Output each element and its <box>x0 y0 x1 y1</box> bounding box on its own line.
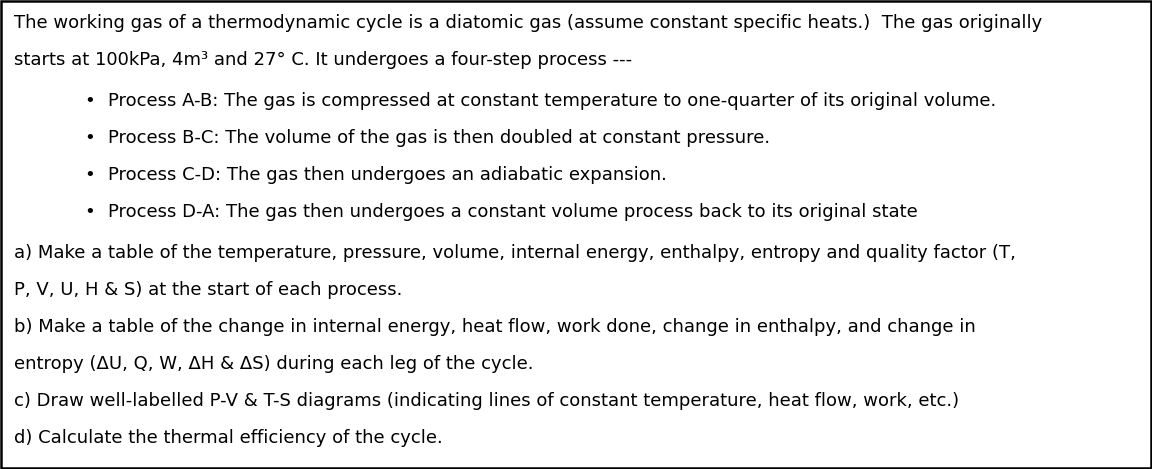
Text: •: • <box>84 129 94 147</box>
Text: b) Make a table of the change in internal energy, heat flow, work done, change i: b) Make a table of the change in interna… <box>14 318 976 336</box>
Text: Process D-A: The gas then undergoes a constant volume process back to its origin: Process D-A: The gas then undergoes a co… <box>108 203 918 221</box>
Text: a) Make a table of the temperature, pressure, volume, internal energy, enthalpy,: a) Make a table of the temperature, pres… <box>14 244 1016 262</box>
Text: •: • <box>84 92 94 110</box>
Text: Process B-C: The volume of the gas is then doubled at constant pressure.: Process B-C: The volume of the gas is th… <box>108 129 771 147</box>
Text: The working gas of a thermodynamic cycle is a diatomic gas (assume constant spec: The working gas of a thermodynamic cycle… <box>14 14 1043 32</box>
Text: Process C-D: The gas then undergoes an adiabatic expansion.: Process C-D: The gas then undergoes an a… <box>108 166 667 184</box>
Text: starts at 100kPa, 4m³ and 27° C. It undergoes a four-step process ---: starts at 100kPa, 4m³ and 27° C. It unde… <box>14 51 632 69</box>
Text: •: • <box>84 166 94 184</box>
Text: P, V, U, H & S) at the start of each process.: P, V, U, H & S) at the start of each pro… <box>14 281 402 299</box>
Text: Process A-B: The gas is compressed at constant temperature to one-quarter of its: Process A-B: The gas is compressed at co… <box>108 92 996 110</box>
Text: c) Draw well-labelled P-V & T-S diagrams (indicating lines of constant temperatu: c) Draw well-labelled P-V & T-S diagrams… <box>14 392 960 410</box>
Text: •: • <box>84 203 94 221</box>
Text: entropy (ΔU, Q, W, ΔH & ΔS) during each leg of the cycle.: entropy (ΔU, Q, W, ΔH & ΔS) during each … <box>14 355 533 373</box>
Text: d) Calculate the thermal efficiency of the cycle.: d) Calculate the thermal efficiency of t… <box>14 429 442 447</box>
